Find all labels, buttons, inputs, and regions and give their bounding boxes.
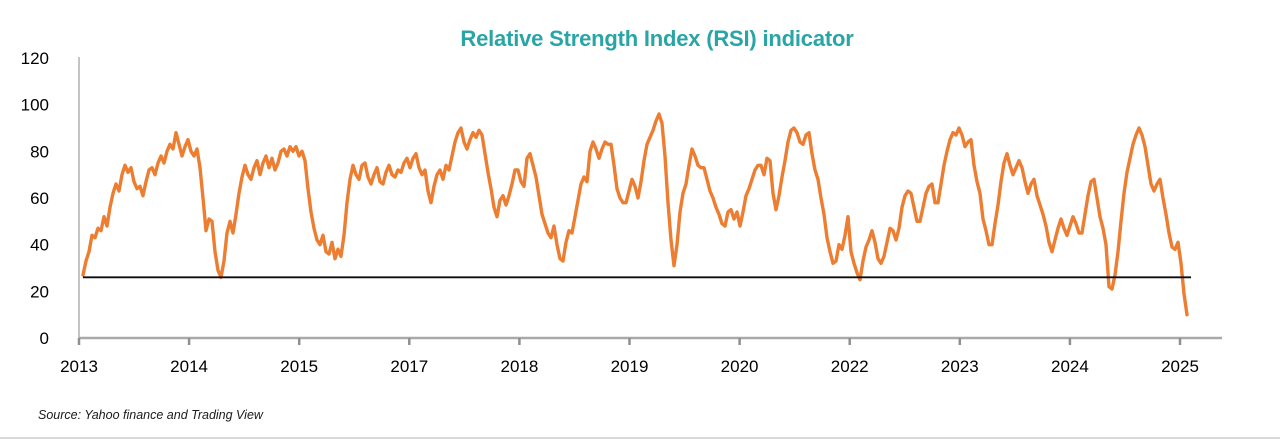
y-tick-label: 100 <box>21 96 49 115</box>
y-tick-label: 120 <box>21 49 49 68</box>
x-tick-label: 2015 <box>280 357 318 376</box>
page-bottom-divider <box>0 437 1280 439</box>
rsi-series-line <box>81 112 1189 317</box>
x-tick-label: 2020 <box>721 357 759 376</box>
chart-title: Relative Strength Index (RSI) indicator <box>460 26 854 51</box>
y-tick-label: 40 <box>30 236 49 255</box>
x-tick-label: 2018 <box>500 357 538 376</box>
y-tick-label: 20 <box>30 282 49 301</box>
x-tick-label: 2024 <box>1051 357 1089 376</box>
y-tick-label: 80 <box>30 142 49 161</box>
x-tick-label: 2023 <box>941 357 979 376</box>
x-tick-label: 2017 <box>390 357 428 376</box>
x-tick-label: 2025 <box>1161 357 1199 376</box>
x-tick-label: 2013 <box>60 357 98 376</box>
y-tick-label: 0 <box>40 329 49 348</box>
x-tick-label: 2014 <box>170 357 208 376</box>
x-tick-label: 2019 <box>611 357 649 376</box>
y-tick-label: 60 <box>30 189 49 208</box>
x-tick-label: 2022 <box>831 357 869 376</box>
source-note: Source: Yahoo finance and Trading View <box>38 408 263 422</box>
